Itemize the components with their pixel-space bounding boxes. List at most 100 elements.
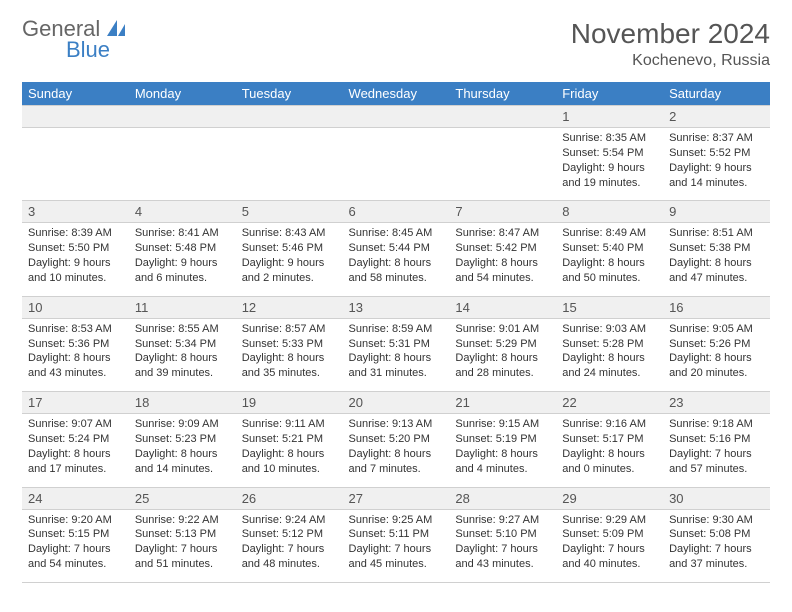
daynum-row: 10111213141516	[22, 296, 770, 318]
sunset-text: Sunset: 5:31 PM	[349, 337, 444, 352]
day-data: Sunrise: 9:09 AMSunset: 5:23 PMDaylight:…	[129, 414, 236, 486]
title-block: November 2024 Kochenevo, Russia	[571, 18, 770, 70]
sunrise-text: Sunrise: 9:13 AM	[349, 417, 444, 432]
day-data	[449, 128, 556, 180]
sunset-text: Sunset: 5:09 PM	[562, 527, 657, 542]
daydata-row: Sunrise: 9:20 AMSunset: 5:15 PMDaylight:…	[22, 509, 770, 582]
day-number: 30	[663, 488, 770, 509]
daylight-text: Daylight: 8 hours and 4 minutes.	[455, 447, 550, 477]
sunset-text: Sunset: 5:12 PM	[242, 527, 337, 542]
day-number: 2	[663, 106, 770, 127]
daylight-text: Daylight: 8 hours and 17 minutes.	[28, 447, 123, 477]
sunset-text: Sunset: 5:36 PM	[28, 337, 123, 352]
sunset-text: Sunset: 5:24 PM	[28, 432, 123, 447]
day-number: 1	[556, 106, 663, 127]
day-data: Sunrise: 8:43 AMSunset: 5:46 PMDaylight:…	[236, 223, 343, 295]
sunrise-text: Sunrise: 8:39 AM	[28, 226, 123, 241]
sunset-text: Sunset: 5:50 PM	[28, 241, 123, 256]
daylight-text: Daylight: 8 hours and 0 minutes.	[562, 447, 657, 477]
daylight-text: Daylight: 8 hours and 10 minutes.	[242, 447, 337, 477]
day-data: Sunrise: 8:39 AMSunset: 5:50 PMDaylight:…	[22, 223, 129, 295]
day-number: 24	[22, 488, 129, 509]
daynum-row: 24252627282930	[22, 487, 770, 509]
sunrise-text: Sunrise: 9:15 AM	[455, 417, 550, 432]
daylight-text: Daylight: 7 hours and 37 minutes.	[669, 542, 764, 572]
day-data: Sunrise: 9:20 AMSunset: 5:15 PMDaylight:…	[22, 510, 129, 582]
sunset-text: Sunset: 5:46 PM	[242, 241, 337, 256]
sunset-text: Sunset: 5:11 PM	[349, 527, 444, 542]
sunset-text: Sunset: 5:44 PM	[349, 241, 444, 256]
daylight-text: Daylight: 7 hours and 51 minutes.	[135, 542, 230, 572]
sunrise-text: Sunrise: 8:37 AM	[669, 131, 764, 146]
dayname-mon: Monday	[129, 82, 236, 106]
sunset-text: Sunset: 5:38 PM	[669, 241, 764, 256]
day-data: Sunrise: 8:53 AMSunset: 5:36 PMDaylight:…	[22, 319, 129, 391]
daylight-text: Daylight: 9 hours and 10 minutes.	[28, 256, 123, 286]
day-data: Sunrise: 8:51 AMSunset: 5:38 PMDaylight:…	[663, 223, 770, 295]
sunset-text: Sunset: 5:54 PM	[562, 146, 657, 161]
daylight-text: Daylight: 9 hours and 6 minutes.	[135, 256, 230, 286]
sunrise-text: Sunrise: 9:22 AM	[135, 513, 230, 528]
day-number: 29	[556, 488, 663, 509]
day-number: 17	[22, 392, 129, 413]
daylight-text: Daylight: 9 hours and 14 minutes.	[669, 161, 764, 191]
sunset-text: Sunset: 5:21 PM	[242, 432, 337, 447]
day-number: 7	[449, 201, 556, 222]
daylight-text: Daylight: 8 hours and 39 minutes.	[135, 351, 230, 381]
dayname-fri: Friday	[556, 82, 663, 106]
sunset-text: Sunset: 5:29 PM	[455, 337, 550, 352]
sunset-text: Sunset: 5:17 PM	[562, 432, 657, 447]
day-data: Sunrise: 9:05 AMSunset: 5:26 PMDaylight:…	[663, 319, 770, 391]
day-data: Sunrise: 8:57 AMSunset: 5:33 PMDaylight:…	[236, 319, 343, 391]
sunrise-text: Sunrise: 9:25 AM	[349, 513, 444, 528]
day-data: Sunrise: 9:22 AMSunset: 5:13 PMDaylight:…	[129, 510, 236, 582]
daylight-text: Daylight: 9 hours and 19 minutes.	[562, 161, 657, 191]
logo-sail-icon	[107, 20, 129, 41]
sunset-text: Sunset: 5:26 PM	[669, 337, 764, 352]
sunrise-text: Sunrise: 9:30 AM	[669, 513, 764, 528]
day-number: 15	[556, 297, 663, 318]
sunrise-text: Sunrise: 9:29 AM	[562, 513, 657, 528]
day-data: Sunrise: 9:11 AMSunset: 5:21 PMDaylight:…	[236, 414, 343, 486]
daylight-text: Daylight: 7 hours and 48 minutes.	[242, 542, 337, 572]
day-data	[22, 128, 129, 180]
day-number: 8	[556, 201, 663, 222]
day-data: Sunrise: 8:45 AMSunset: 5:44 PMDaylight:…	[343, 223, 450, 295]
sunset-text: Sunset: 5:23 PM	[135, 432, 230, 447]
day-number: 23	[663, 392, 770, 413]
day-data: Sunrise: 9:27 AMSunset: 5:10 PMDaylight:…	[449, 510, 556, 582]
day-data: Sunrise: 9:18 AMSunset: 5:16 PMDaylight:…	[663, 414, 770, 486]
sunrise-text: Sunrise: 8:57 AM	[242, 322, 337, 337]
sunset-text: Sunset: 5:28 PM	[562, 337, 657, 352]
day-number: 12	[236, 297, 343, 318]
day-number	[22, 106, 129, 112]
dayname-sun: Sunday	[22, 82, 129, 106]
daylight-text: Daylight: 8 hours and 54 minutes.	[455, 256, 550, 286]
logo: General Blue	[22, 18, 129, 61]
sunrise-text: Sunrise: 8:45 AM	[349, 226, 444, 241]
daylight-text: Daylight: 9 hours and 2 minutes.	[242, 256, 337, 286]
day-data: Sunrise: 8:41 AMSunset: 5:48 PMDaylight:…	[129, 223, 236, 295]
day-data	[343, 128, 450, 180]
title-location: Kochenevo, Russia	[571, 52, 770, 70]
day-number: 5	[236, 201, 343, 222]
day-number	[129, 106, 236, 112]
daylight-text: Daylight: 7 hours and 57 minutes.	[669, 447, 764, 477]
header: General Blue November 2024 Kochenevo, Ru…	[22, 18, 770, 70]
day-data: Sunrise: 8:59 AMSunset: 5:31 PMDaylight:…	[343, 319, 450, 391]
day-number: 18	[129, 392, 236, 413]
day-number: 6	[343, 201, 450, 222]
sunset-text: Sunset: 5:13 PM	[135, 527, 230, 542]
daylight-text: Daylight: 8 hours and 35 minutes.	[242, 351, 337, 381]
day-number: 10	[22, 297, 129, 318]
day-data: Sunrise: 9:24 AMSunset: 5:12 PMDaylight:…	[236, 510, 343, 582]
day-number: 11	[129, 297, 236, 318]
sunrise-text: Sunrise: 9:16 AM	[562, 417, 657, 432]
daylight-text: Daylight: 7 hours and 43 minutes.	[455, 542, 550, 572]
daylight-text: Daylight: 8 hours and 28 minutes.	[455, 351, 550, 381]
day-number	[343, 106, 450, 112]
dayname-wed: Wednesday	[343, 82, 450, 106]
sunset-text: Sunset: 5:40 PM	[562, 241, 657, 256]
day-data: Sunrise: 9:29 AMSunset: 5:09 PMDaylight:…	[556, 510, 663, 582]
daylight-text: Daylight: 8 hours and 58 minutes.	[349, 256, 444, 286]
